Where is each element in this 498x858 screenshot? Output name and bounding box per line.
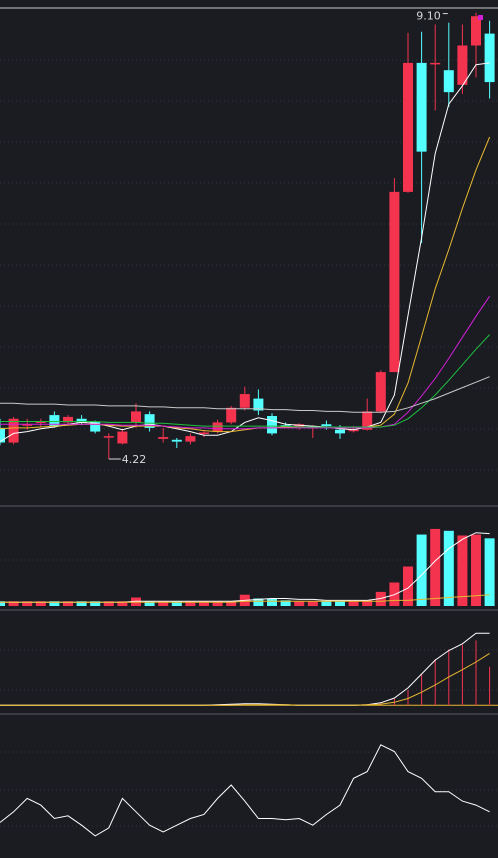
candle-body xyxy=(0,427,5,443)
volume-bar xyxy=(117,601,128,606)
moving-averages xyxy=(0,62,491,443)
candle-body xyxy=(484,33,495,83)
volume-bar xyxy=(294,601,305,606)
candle-body xyxy=(131,411,141,423)
volume-bar xyxy=(35,601,46,606)
candle-body xyxy=(144,414,155,428)
candle-body xyxy=(117,431,128,444)
volume-bar xyxy=(158,601,169,606)
volume-bar xyxy=(362,600,373,606)
candle-body xyxy=(8,418,19,443)
volume-bar xyxy=(185,601,196,606)
candle-body xyxy=(199,432,209,434)
volume-bar xyxy=(253,598,264,606)
candle-body xyxy=(389,191,400,373)
candle-body xyxy=(348,429,359,432)
candle-body xyxy=(362,411,373,430)
volume-bar xyxy=(171,601,182,606)
volume-bar xyxy=(226,601,237,606)
candle-body xyxy=(158,437,169,439)
volume-bar xyxy=(321,601,332,606)
volume-bar xyxy=(280,600,291,606)
low-price-label: 4.22 xyxy=(122,453,147,466)
volume-bar xyxy=(348,601,359,606)
candle-body xyxy=(335,429,345,434)
high-price-label: 9.10 xyxy=(416,10,441,23)
price-series-line-2 xyxy=(0,295,491,430)
candle-body xyxy=(457,45,468,85)
candle-body xyxy=(171,439,182,442)
candle-body xyxy=(321,424,332,427)
candle-body xyxy=(63,416,73,423)
candle-body xyxy=(416,62,427,152)
price-series-line-3 xyxy=(0,334,490,428)
oscillator-series-line-0 xyxy=(0,744,490,837)
candles xyxy=(0,12,495,460)
volume-bar xyxy=(49,601,60,606)
candle-body xyxy=(212,422,223,432)
volume-bar xyxy=(443,530,454,606)
volume-bar xyxy=(484,538,495,606)
candle-body xyxy=(185,436,196,442)
volume-bar xyxy=(307,601,318,606)
volume-bar xyxy=(76,601,87,606)
candle-body xyxy=(267,416,277,434)
volume-bar xyxy=(416,534,427,606)
candle-body xyxy=(90,421,101,432)
indicator-bars xyxy=(217,640,491,706)
candle-body xyxy=(375,372,386,412)
volume-bar xyxy=(471,534,481,606)
candle-body xyxy=(471,16,481,46)
volume-bar xyxy=(0,601,5,606)
candle-body xyxy=(22,424,33,426)
volume-bar xyxy=(212,601,223,606)
volume-bar xyxy=(457,535,468,606)
volume-bar xyxy=(144,601,155,606)
volume-averages xyxy=(0,532,490,603)
candle-body xyxy=(239,394,250,408)
candle-body xyxy=(443,70,454,93)
candle-body xyxy=(253,398,264,411)
indicator-lines xyxy=(0,632,490,706)
volume-bar xyxy=(63,601,73,606)
volume-bar xyxy=(403,566,413,606)
volume-series-line-1 xyxy=(0,594,490,603)
volume-bar xyxy=(22,601,33,606)
price-series-line-4 xyxy=(0,376,490,413)
volume-bar xyxy=(199,601,209,606)
candle-body xyxy=(226,407,237,423)
volume-bar xyxy=(335,601,345,606)
volume-bar xyxy=(8,601,19,606)
candle-body xyxy=(76,418,87,423)
candle-body xyxy=(49,415,60,427)
volume-bar xyxy=(103,601,114,606)
price-series-line-0 xyxy=(0,62,490,443)
volume-bar xyxy=(430,528,441,606)
volume-bar xyxy=(267,598,277,606)
candle-body xyxy=(403,62,413,192)
oscillator-lines xyxy=(0,744,490,837)
marker-square xyxy=(478,15,483,20)
candle-body xyxy=(35,421,46,423)
candle-body xyxy=(103,436,114,438)
indicator-series-line-1 xyxy=(0,652,490,706)
candle-body xyxy=(430,62,441,65)
volume-bar xyxy=(90,601,101,606)
